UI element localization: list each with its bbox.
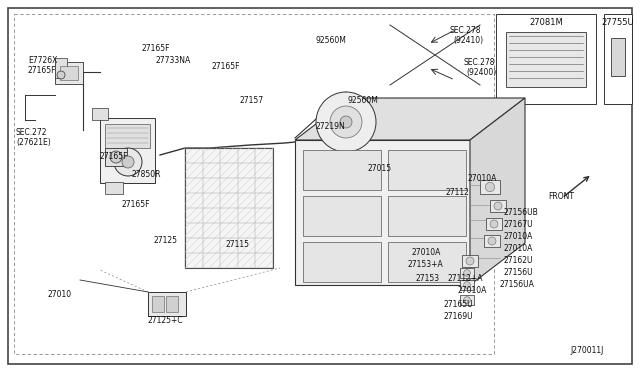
Text: 27165U: 27165U [444, 300, 474, 309]
Text: 27165F: 27165F [28, 66, 56, 75]
Text: 27169U: 27169U [444, 312, 474, 321]
Text: 27162U: 27162U [504, 256, 534, 265]
Circle shape [114, 148, 142, 176]
Circle shape [110, 151, 122, 163]
Text: 27850R: 27850R [132, 170, 161, 179]
Bar [105, 124, 150, 148]
Bar [460, 280, 474, 290]
Text: 27010A: 27010A [458, 286, 488, 295]
Bar [490, 200, 506, 212]
Text: 27165F: 27165F [100, 152, 129, 161]
Text: 27219N: 27219N [316, 122, 346, 131]
Text: 27010A: 27010A [412, 248, 442, 257]
Text: 27733NA: 27733NA [156, 56, 191, 65]
Text: 27167U: 27167U [504, 220, 534, 229]
Polygon shape [470, 98, 525, 285]
Bar [303, 196, 381, 236]
Text: 27015: 27015 [368, 164, 392, 173]
Bar [388, 242, 466, 282]
Bar [166, 296, 178, 312]
Bar [92, 108, 108, 120]
Bar [462, 255, 478, 267]
Bar [303, 242, 381, 282]
Circle shape [330, 106, 362, 138]
Text: (92410): (92410) [453, 36, 483, 45]
Bar [100, 118, 155, 183]
Text: 27112+A: 27112+A [448, 274, 483, 283]
Text: 27156U: 27156U [504, 268, 534, 277]
Bar [486, 218, 502, 230]
Circle shape [57, 71, 65, 79]
Bar [604, 14, 632, 104]
Bar [55, 62, 83, 84]
Text: 27010A: 27010A [468, 174, 497, 183]
Text: (27621E): (27621E) [16, 138, 51, 147]
Text: 27157: 27157 [240, 96, 264, 105]
Bar [295, 140, 470, 285]
Bar [55, 58, 67, 78]
Text: SEC.272: SEC.272 [16, 128, 47, 137]
Text: 27165F: 27165F [212, 62, 241, 71]
Bar [105, 148, 127, 166]
Text: 92560M: 92560M [316, 36, 347, 45]
Circle shape [488, 237, 496, 245]
Text: 27010A: 27010A [504, 232, 533, 241]
Text: 27125+C: 27125+C [148, 316, 184, 325]
Text: 27010A: 27010A [504, 244, 533, 253]
Bar [185, 148, 273, 268]
Bar [480, 180, 500, 194]
Text: 27010: 27010 [48, 290, 72, 299]
Text: 27165F: 27165F [122, 200, 150, 209]
Text: FRONT: FRONT [548, 192, 574, 201]
Bar [506, 32, 586, 87]
Circle shape [463, 296, 470, 303]
Text: 27153+A: 27153+A [408, 260, 444, 269]
Text: 27156UA: 27156UA [500, 280, 535, 289]
Text: 27153: 27153 [416, 274, 440, 283]
Text: 27115: 27115 [226, 240, 250, 249]
Bar [388, 150, 466, 190]
Text: SEC.278: SEC.278 [450, 26, 481, 35]
Text: (92400): (92400) [466, 68, 496, 77]
Circle shape [466, 257, 474, 265]
Bar [611, 38, 625, 76]
Text: 27156UB: 27156UB [504, 208, 539, 217]
Bar [152, 296, 164, 312]
Text: SEC.278: SEC.278 [463, 58, 495, 67]
Circle shape [340, 116, 352, 128]
Text: 27112: 27112 [446, 188, 470, 197]
Circle shape [316, 92, 376, 152]
Circle shape [490, 220, 498, 228]
Bar [484, 235, 500, 247]
Text: E7726X: E7726X [28, 56, 58, 65]
Bar [460, 295, 474, 305]
Bar [105, 182, 123, 194]
Text: 92560M: 92560M [348, 96, 379, 105]
Text: 27081M: 27081M [529, 18, 563, 27]
Text: 27125: 27125 [154, 236, 178, 245]
Text: J270011J: J270011J [570, 346, 604, 355]
Bar [60, 66, 78, 80]
Circle shape [122, 156, 134, 168]
Circle shape [463, 270, 470, 276]
Bar [460, 268, 474, 278]
Circle shape [494, 202, 502, 210]
Circle shape [463, 282, 470, 288]
Bar [14, 14, 494, 354]
Bar [303, 150, 381, 190]
Polygon shape [295, 98, 525, 140]
Text: 27165F: 27165F [142, 44, 170, 53]
Text: 27755U: 27755U [602, 18, 634, 27]
Bar [388, 196, 466, 236]
Bar [148, 292, 186, 316]
Circle shape [485, 182, 495, 192]
Bar [496, 14, 596, 104]
